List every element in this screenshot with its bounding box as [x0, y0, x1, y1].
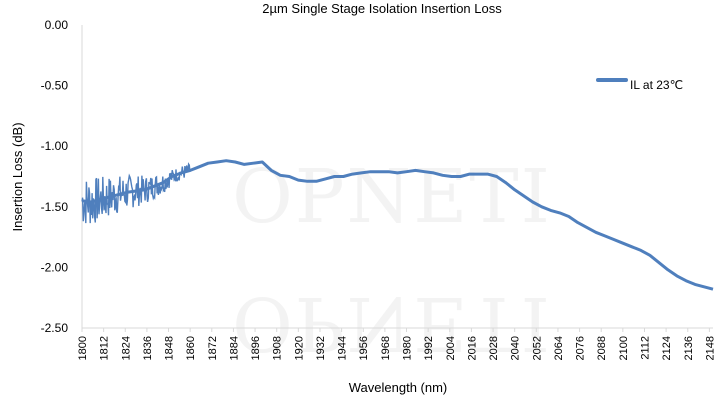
x-tick-label: 2016 [466, 336, 478, 360]
x-tick-label: 1956 [358, 336, 370, 360]
x-tick-label: 2040 [510, 336, 522, 360]
series-group [81, 159, 714, 291]
y-tick-label: -1.00 [41, 139, 69, 153]
x-axis-title: Wavelength (nm) [349, 380, 448, 395]
x-tick-labels: 1800 1812 1824 1836 1848 1860 1872 1884 1896 1908… [77, 336, 716, 360]
x-tick-label: 1848 [164, 336, 176, 360]
series-line [81, 159, 714, 291]
x-tick-label: 2100 [618, 336, 630, 360]
y-tick-label: -2.50 [41, 321, 69, 335]
x-tick-label: 1932 [315, 336, 327, 360]
watermark-reflection-text: OPNETI [232, 280, 552, 366]
x-tick-label: 1884 [228, 336, 240, 360]
x-tick-label: 1800 [77, 336, 89, 360]
x-tick-label: 1968 [380, 336, 392, 360]
x-tick-label: 2148 [704, 336, 716, 360]
y-tick-labels: 0.00 -0.50 -1.00 -1.50 -2.00 -2.50 [41, 18, 69, 335]
x-tick-label: 1896 [250, 336, 262, 360]
x-tick-label: 2136 [683, 336, 695, 360]
x-tick-label: 2064 [553, 336, 565, 360]
x-tick-label: 2004 [445, 336, 457, 360]
x-tick-label: 1908 [272, 336, 284, 360]
watermark-reflection: OPNETI [232, 280, 552, 366]
series-noise [81, 162, 191, 224]
x-tick-label: 1860 [185, 336, 197, 360]
y-tick-label: 0.00 [45, 18, 69, 32]
chart-title: 2µm Single Stage Isolation Insertion Los… [262, 1, 502, 16]
x-tick-label: 2112 [639, 336, 651, 360]
x-tick-label: 1992 [423, 336, 435, 360]
legend: IL at 23℃ [596, 78, 683, 92]
y-axis-title: Insertion Loss (dB) [10, 122, 25, 231]
x-tick-label: 1836 [142, 336, 154, 360]
x-tick-label: 1980 [402, 336, 414, 360]
x-tick-label: 1872 [207, 336, 219, 360]
x-tick-label: 1920 [293, 336, 305, 360]
y-tick-label: -0.50 [41, 79, 69, 93]
x-tick-label: 1812 [99, 336, 111, 360]
x-tick-label: 2028 [488, 336, 500, 360]
x-tick-label: 2088 [596, 336, 608, 360]
x-tick-label: 2052 [531, 336, 543, 360]
x-tick-label: 1824 [120, 336, 132, 360]
legend-label: IL at 23℃ [630, 78, 683, 92]
x-tick-label: 2124 [661, 336, 673, 360]
plot-area: 0.00-0.50-1.00-1.50-2.00-2.50 1800 1812 18… [41, 18, 717, 360]
y-tick-label: -2.00 [41, 260, 69, 274]
x-tick-label: 1944 [337, 336, 349, 360]
watermark-text: OPNETI [232, 154, 552, 240]
x-tick-label: 2076 [575, 336, 587, 360]
y-tick-label: -1.50 [41, 200, 69, 214]
x-tick-marks [81, 328, 710, 332]
